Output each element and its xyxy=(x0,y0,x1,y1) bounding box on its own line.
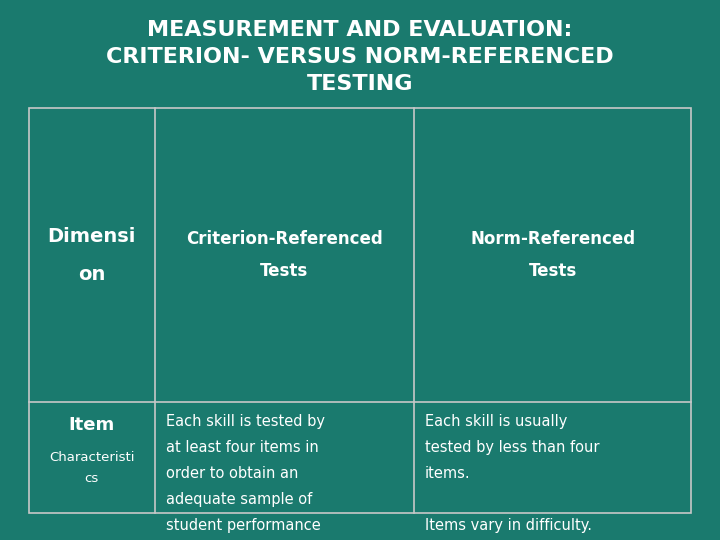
Text: adequate sample of: adequate sample of xyxy=(166,492,312,507)
Text: on: on xyxy=(78,265,106,284)
Text: Criterion-Referenced: Criterion-Referenced xyxy=(186,230,383,248)
Text: MEASUREMENT AND EVALUATION:: MEASUREMENT AND EVALUATION: xyxy=(148,19,572,40)
Text: Tests: Tests xyxy=(260,262,309,280)
Bar xyxy=(29,108,691,513)
Text: Each skill is usually: Each skill is usually xyxy=(425,414,567,429)
Text: items.: items. xyxy=(425,466,470,481)
Text: Norm-Referenced: Norm-Referenced xyxy=(470,230,635,248)
Text: tested by less than four: tested by less than four xyxy=(425,440,599,455)
Text: CRITERION- VERSUS NORM-REFERENCED: CRITERION- VERSUS NORM-REFERENCED xyxy=(106,46,614,67)
Text: Tests: Tests xyxy=(528,262,577,280)
Text: Items vary in difficulty.: Items vary in difficulty. xyxy=(425,518,592,533)
Text: cs: cs xyxy=(85,472,99,485)
Text: student performance: student performance xyxy=(166,518,320,533)
Text: TESTING: TESTING xyxy=(307,73,413,94)
Text: order to obtain an: order to obtain an xyxy=(166,466,298,481)
Text: Item: Item xyxy=(68,416,115,434)
Text: at least four items in: at least four items in xyxy=(166,440,318,455)
Text: Characteristi: Characteristi xyxy=(49,451,135,464)
Text: Each skill is tested by: Each skill is tested by xyxy=(166,414,325,429)
Text: Dimensi: Dimensi xyxy=(48,227,136,246)
